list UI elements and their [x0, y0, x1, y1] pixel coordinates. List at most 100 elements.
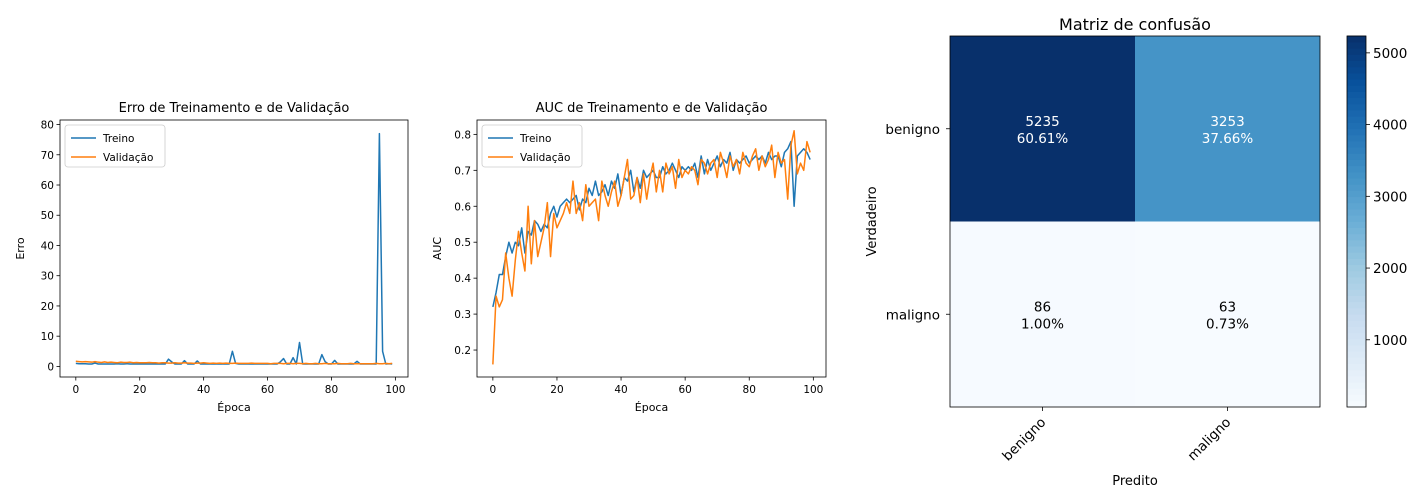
colorbar-segment: [1347, 375, 1366, 383]
y-tick-label: 80: [41, 120, 54, 132]
x-axis-label: Época: [635, 401, 668, 414]
colorbar-segment: [1347, 320, 1366, 327]
colorbar-segment: [1347, 369, 1366, 377]
colorbar-segment: [1347, 177, 1366, 185]
chart-title: Erro de Treinamento e de Validação: [119, 101, 350, 116]
x-tick-label: 80: [743, 384, 756, 396]
x-axis-label: Predito: [1112, 474, 1158, 489]
x-tick-label: 60: [261, 384, 274, 396]
colorbar-segment: [1347, 165, 1366, 173]
colorbar-segment: [1347, 109, 1366, 117]
colorbar-segment: [1347, 338, 1366, 346]
colorbar-segment: [1347, 66, 1366, 74]
colorbar-segment: [1347, 264, 1366, 272]
y-axis-label: Erro: [14, 237, 27, 260]
x-tick-label: benigno: [999, 415, 1049, 465]
legend: Treino Validação: [64, 124, 166, 168]
y-tick-label: 10: [41, 331, 54, 343]
matrix-frame: [949, 35, 1321, 408]
y-tick-label: 60: [41, 180, 54, 192]
colorbar-segment: [1347, 239, 1366, 247]
chart-title: Matriz de confusão: [1059, 15, 1211, 34]
x-tick-label: 80: [325, 384, 338, 396]
colorbar-segment: [1347, 184, 1366, 191]
colorbar-segment: [1347, 78, 1366, 86]
series-line-validacao: [75, 360, 393, 365]
colorbar-segment: [1347, 289, 1366, 296]
colorbar-segment: [1347, 60, 1366, 68]
colorbar-segment: [1347, 357, 1366, 365]
colorbar-segment: [1347, 295, 1366, 303]
y-tick-label: 0: [47, 361, 54, 373]
cell-count: 86: [1034, 299, 1051, 315]
colorbar-segment: [1347, 122, 1366, 130]
matrix-cell: [950, 36, 1135, 222]
colorbar-segment: [1347, 72, 1366, 80]
colorbar-segment: [1347, 313, 1366, 321]
y-tick-label: 0.3: [454, 309, 471, 321]
colorbar-segment: [1347, 215, 1366, 222]
cell-percent: 60.61%: [1017, 131, 1069, 147]
colorbar-tick-label: 2000: [1373, 261, 1407, 277]
y-axis-label: Verdadeiro: [865, 186, 880, 256]
colorbar-segment: [1347, 147, 1366, 154]
x-tick-label: 100: [803, 384, 823, 396]
colorbar-segment: [1347, 128, 1366, 136]
colorbar-segment: [1347, 153, 1366, 160]
colorbar-segment: [1347, 258, 1366, 266]
colorbar-segment: [1347, 202, 1366, 210]
legend-label: Validação: [520, 152, 570, 164]
colorbar-frame: [1346, 35, 1367, 408]
x-tick-label: 60: [678, 384, 691, 396]
legend-label: Validação: [103, 152, 153, 164]
colorbar-tick-label: 3000: [1373, 189, 1407, 205]
colorbar-segment: [1347, 134, 1366, 142]
y-tick-label: 0.5: [454, 237, 471, 249]
chart-title: AUC de Treinamento e de Validação: [536, 101, 768, 116]
colorbar-segment: [1347, 85, 1366, 92]
colorbar-tick-label: 1000: [1373, 333, 1407, 349]
y-tick-label: benigno: [885, 122, 940, 138]
colorbar-segment: [1347, 190, 1366, 198]
x-tick-label: maligno: [1185, 415, 1235, 465]
y-tick-label: 40: [41, 240, 54, 252]
legend-label: Treino: [519, 133, 551, 145]
x-tick-label: 0: [72, 384, 79, 396]
cell-count: 63: [1219, 299, 1236, 315]
y-tick-label: 20: [41, 301, 54, 313]
x-tick-label: 20: [133, 384, 146, 396]
colorbar-segment: [1347, 171, 1366, 179]
colorbar-segment: [1347, 301, 1366, 309]
colorbar-segment: [1347, 270, 1366, 278]
colorbar-segment: [1347, 283, 1366, 290]
x-tick-label: 20: [550, 384, 563, 396]
cell-percent: 37.66%: [1202, 131, 1254, 147]
y-tick-label: 0.6: [454, 201, 471, 213]
colorbar-segment: [1347, 388, 1366, 395]
training-loss-chart: Erro de Treinamento e de Validação 0 20 40 6…: [14, 101, 409, 414]
legend-label: Treino: [102, 133, 134, 145]
series-line-validacao: [492, 130, 811, 365]
colorbar-segment: [1347, 381, 1366, 389]
colorbar-segment: [1347, 332, 1366, 340]
colorbar-segment: [1347, 394, 1366, 402]
colorbar-segment: [1347, 159, 1366, 167]
y-tick-label: 70: [41, 150, 54, 162]
x-tick-label: 40: [197, 384, 210, 396]
x-tick-label: 0: [490, 384, 497, 396]
y-tick-label: 0.8: [454, 129, 471, 141]
colorbar-segment: [1347, 326, 1366, 334]
matrix-cell: [1135, 221, 1320, 407]
colorbar-segment: [1347, 276, 1366, 284]
colorbar-segment: [1347, 221, 1366, 228]
colorbar-segment: [1347, 227, 1366, 235]
colorbar-segment: [1347, 233, 1366, 241]
plot-frame: [59, 119, 409, 378]
matrix-cell: [950, 221, 1135, 407]
series-line-treino: [75, 132, 393, 365]
y-tick-label: 0.7: [454, 165, 471, 177]
colorbar-segment: [1347, 91, 1366, 99]
colorbar-segment: [1347, 48, 1366, 55]
matrix-cell: [1135, 36, 1320, 222]
